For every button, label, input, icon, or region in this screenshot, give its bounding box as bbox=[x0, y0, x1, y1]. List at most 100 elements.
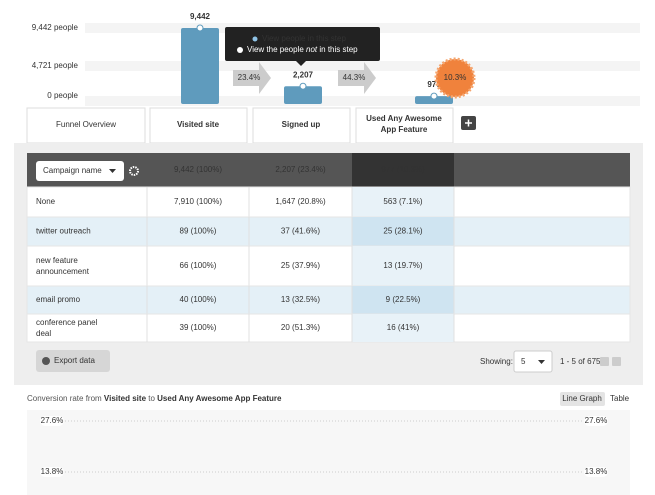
row-label: None bbox=[36, 197, 56, 206]
bar-handle bbox=[299, 82, 307, 90]
title-part: Conversion rate from bbox=[27, 394, 104, 403]
page-size-select[interactable] bbox=[513, 350, 553, 373]
highlight-cell bbox=[352, 314, 454, 342]
table-cell: 25 (28.1%) bbox=[383, 227, 422, 236]
table-cell: 16 (41%) bbox=[387, 323, 420, 332]
tab-label: Visited site bbox=[177, 120, 220, 129]
table-header bbox=[27, 153, 630, 187]
row-label-line: deal bbox=[36, 329, 51, 338]
bar-handle bbox=[196, 24, 204, 32]
conversion-arrow bbox=[233, 62, 271, 94]
highlight-cell bbox=[352, 187, 454, 217]
overall-badge bbox=[434, 57, 476, 99]
conversion-chart bbox=[27, 410, 630, 495]
y-tick-badge bbox=[584, 416, 608, 426]
dropdown-caret bbox=[109, 169, 116, 173]
tab-line: Used Any Awesome bbox=[366, 114, 442, 123]
bar-value-label: 977 bbox=[427, 80, 441, 89]
tooltip-text: not bbox=[306, 45, 318, 54]
highlight-cell bbox=[352, 217, 454, 246]
overall-rate: 10.3% bbox=[444, 73, 467, 82]
table-cell: 563 (7.1%) bbox=[383, 197, 422, 206]
tooltip bbox=[225, 27, 380, 61]
tab[interactable] bbox=[355, 107, 454, 144]
y-tick-label: 13.8% bbox=[585, 467, 608, 476]
table-row bbox=[26, 285, 631, 315]
table-row bbox=[26, 313, 631, 343]
tab[interactable] bbox=[149, 107, 248, 144]
table-cell: 66 (100%) bbox=[180, 261, 217, 270]
segment-select[interactable] bbox=[36, 161, 124, 181]
page-arrow[interactable] bbox=[612, 357, 621, 366]
funnel-bar bbox=[181, 28, 219, 104]
y-tick-label: 27.6% bbox=[41, 416, 64, 425]
row-label: conference panel deal bbox=[36, 318, 98, 338]
header-highlight bbox=[352, 153, 454, 187]
tooltip-option[interactable]: View the people not in this step bbox=[247, 45, 358, 54]
table-row bbox=[26, 245, 631, 287]
row-label: new feature announcement bbox=[36, 256, 90, 276]
table-cell: 89 (100%) bbox=[180, 227, 217, 236]
tab[interactable] bbox=[252, 107, 351, 144]
view-toggle[interactable]: Line Graph bbox=[562, 394, 602, 403]
tab-line: App Feature bbox=[381, 125, 428, 134]
tab-label: Funnel Overview bbox=[56, 120, 116, 129]
table-row bbox=[26, 186, 631, 218]
export-button[interactable] bbox=[36, 350, 110, 372]
table-cell: 7,910 (100%) bbox=[174, 197, 222, 206]
export-label: Export data bbox=[54, 356, 95, 365]
y-tick-label: 13.8% bbox=[41, 467, 64, 476]
conversion-rate: 23.4% bbox=[238, 73, 261, 82]
tooltip-option[interactable]: View people in this step bbox=[262, 34, 346, 43]
header-cell: 2,207 (23.4%) bbox=[275, 165, 326, 174]
table-cell: 25 (37.9%) bbox=[281, 261, 320, 270]
row-label-line: new feature bbox=[36, 256, 78, 265]
view-toggle-active[interactable] bbox=[560, 392, 605, 406]
y-tick-label: 27.6% bbox=[585, 416, 608, 425]
tab-label: Signed up bbox=[282, 120, 321, 129]
y-tick-label: 0 people bbox=[47, 91, 78, 100]
conversion-rate: 44.3% bbox=[343, 73, 366, 82]
row-label: twitter outreach bbox=[36, 227, 91, 236]
row-label-line: announcement bbox=[36, 267, 90, 276]
y-tick-badge bbox=[584, 467, 608, 477]
y-tick-badge bbox=[40, 467, 64, 477]
conversion-arrow bbox=[338, 62, 376, 94]
tooltip-icon bbox=[252, 36, 258, 42]
segment-select-label: Campaign name bbox=[43, 166, 102, 175]
funnel-bar bbox=[284, 86, 322, 104]
funnel-bar bbox=[415, 96, 453, 104]
table-cell: 13 (19.7%) bbox=[383, 261, 422, 270]
y-tick-label: 4,721 people bbox=[32, 61, 79, 70]
title-part: Visited site bbox=[104, 394, 147, 403]
table-cell: 13 (32.5%) bbox=[281, 295, 320, 304]
tooltip-text: View the people bbox=[247, 45, 306, 54]
table-cell: 1,647 (20.8%) bbox=[275, 197, 326, 206]
table-cell: 39 (100%) bbox=[180, 323, 217, 332]
tooltip-pointer bbox=[296, 61, 306, 66]
view-toggle[interactable]: Table bbox=[610, 394, 630, 403]
dropdown-caret bbox=[538, 360, 545, 364]
header-cell: 977 (10.3%) bbox=[381, 165, 425, 174]
y-tick-label: 9,442 people bbox=[32, 23, 79, 32]
table-row bbox=[26, 216, 631, 247]
bar-handle bbox=[430, 92, 438, 100]
plus-icon bbox=[465, 119, 472, 127]
highlight-cell bbox=[352, 286, 454, 314]
tab[interactable] bbox=[26, 107, 146, 144]
grid-band bbox=[85, 96, 640, 106]
settings-icon[interactable] bbox=[129, 166, 139, 176]
title-part: to bbox=[146, 394, 157, 403]
header-cell: 9,442 (100%) bbox=[174, 165, 222, 174]
section-title: Conversion rate from Visited site to Use… bbox=[27, 394, 282, 403]
highlight-cell bbox=[352, 246, 454, 286]
grid-band bbox=[85, 61, 640, 71]
row-label-line: conference panel bbox=[36, 318, 98, 327]
bar-value-label: 9,442 bbox=[190, 12, 211, 21]
page-arrow[interactable] bbox=[600, 357, 609, 366]
tooltip-text: in this step bbox=[317, 45, 358, 54]
tooltip-icon bbox=[237, 47, 243, 53]
page-size-value: 5 bbox=[521, 357, 526, 366]
bar-value-label: 2,207 bbox=[293, 70, 314, 79]
